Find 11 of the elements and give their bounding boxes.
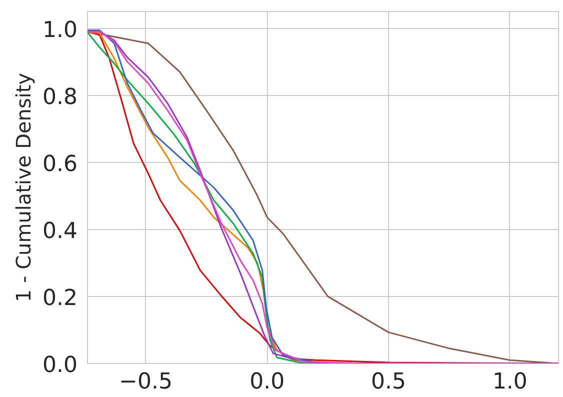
y-tick-label: 0.4 [42,218,78,244]
y-tick-label: 0.8 [42,84,78,110]
x-tick-label: −0.5 [119,370,172,394]
y-axis-title: 1 - Cumulative Density [12,72,36,302]
y-tick-label: 0.0 [42,353,78,378]
y-tick-label: 1.0 [42,18,78,43]
x-tick-label: 0.0 [250,370,285,394]
x-tick-label: 0.5 [371,370,406,394]
y-tick-label: 0.2 [42,286,78,311]
y-tick-label: 0.6 [42,152,78,177]
x-tick-label: 1.0 [492,370,528,394]
